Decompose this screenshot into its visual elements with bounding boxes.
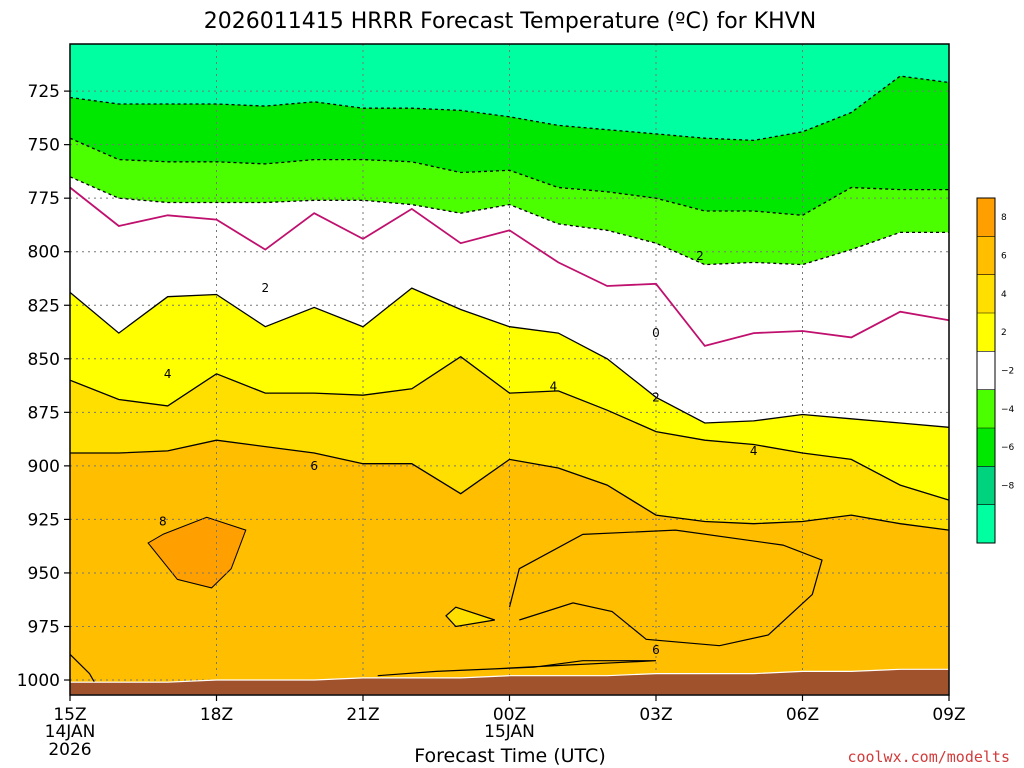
isotherm-6-small (445, 606, 495, 628)
colorbar-label: −2 (1001, 367, 1014, 377)
y-tick-label: 925 (28, 510, 60, 530)
colorbar-label: −6 (1001, 443, 1015, 453)
y-tick-label: 800 (28, 243, 60, 263)
y-tick-label: 775 (28, 189, 60, 209)
ground-surface (69, 668, 950, 696)
isotherm-4 (69, 355, 950, 501)
colorbar-label: 8 (1001, 213, 1007, 223)
isotherm-minus4 (69, 137, 949, 216)
y-tick-label: 850 (28, 350, 60, 370)
isotherm-minus2 (69, 176, 949, 266)
colorbar: 8 6 4 2 −2 −4 −6 −8 (976, 197, 1015, 544)
isotherm-6-lowlevel (377, 660, 657, 677)
x-tick-label: 06Z (786, 705, 819, 725)
x-tick-label: 15Z (53, 705, 86, 725)
isotherm-6-inner (508, 529, 823, 647)
contour-label: 4 (550, 380, 558, 394)
colorbar-bin (977, 351, 995, 390)
colorbar-frame (976, 197, 996, 544)
colorbar-bin (977, 466, 995, 505)
colorbar-bin (977, 198, 995, 237)
x-tick-year: 2026 (48, 740, 91, 760)
colorbar-label: 4 (1001, 290, 1007, 300)
x-tick-label: 21Z (346, 705, 379, 725)
contour-label: 4 (750, 444, 758, 458)
isotherm-6 (70, 439, 950, 531)
isotherm-contours (69, 75, 950, 683)
y-tick-label: 725 (28, 82, 60, 102)
x-tick-label: 18Z (200, 705, 233, 725)
colorbar-bin (977, 428, 995, 467)
y-tick-label: 750 (28, 136, 60, 156)
isotherm-6-surface (69, 653, 95, 683)
y-tick-label: 900 (28, 457, 60, 477)
y-axis: 725 750 775 800 825 850 875 900 925 950 975 1000 (17, 82, 70, 691)
colorbar-bin (977, 236, 995, 275)
contour-label: 2 (262, 281, 270, 295)
colorbar-label: −4 (1001, 405, 1015, 415)
contour-label: 2 (696, 249, 704, 263)
chart-title: 2026011415 HRRR Forecast Temperature (ºC… (204, 9, 816, 34)
colorbar-bin (977, 274, 995, 313)
colorbar-label: 6 (1001, 252, 1007, 262)
x-axis-title: Forecast Time (UTC) (414, 745, 605, 767)
y-tick-label: 825 (28, 296, 60, 316)
isotherm-minus6 (69, 75, 950, 142)
x-tick-date: 15JAN (484, 722, 535, 742)
y-tick-label: 875 (28, 403, 60, 423)
colorbar-bin (977, 389, 995, 428)
x-tick-label: 09Z (932, 705, 965, 725)
y-tick-label: 975 (28, 617, 60, 637)
credit-text: coolwx.com/modelts (847, 748, 1010, 766)
colorbar-label: 2 (1001, 328, 1007, 338)
contour-label: 2 (652, 390, 660, 404)
contour-label: 8 (159, 515, 167, 529)
contour-label: 4 (164, 367, 172, 381)
isotherm-2 (69, 287, 950, 428)
x-tick-label: 00Z (493, 705, 526, 725)
contour-label: 6 (652, 643, 660, 657)
x-tick-label: 03Z (639, 705, 672, 725)
contour-labels: 2 2 0 2 4 4 4 6 8 6 (159, 249, 758, 657)
colorbar-bin (977, 313, 995, 352)
colorbar-label: −8 (1001, 482, 1015, 492)
isotherm-0 (69, 186, 950, 347)
band-above-8 (147, 516, 247, 589)
contour-label: 0 (652, 326, 660, 340)
y-tick-label: 1000 (17, 671, 60, 691)
y-tick-label: 950 (28, 564, 60, 584)
ground-fill (69, 668, 950, 696)
x-tick-date: 14JAN (45, 722, 96, 742)
colorbar-bin (977, 504, 995, 543)
contour-label: 6 (310, 459, 318, 473)
